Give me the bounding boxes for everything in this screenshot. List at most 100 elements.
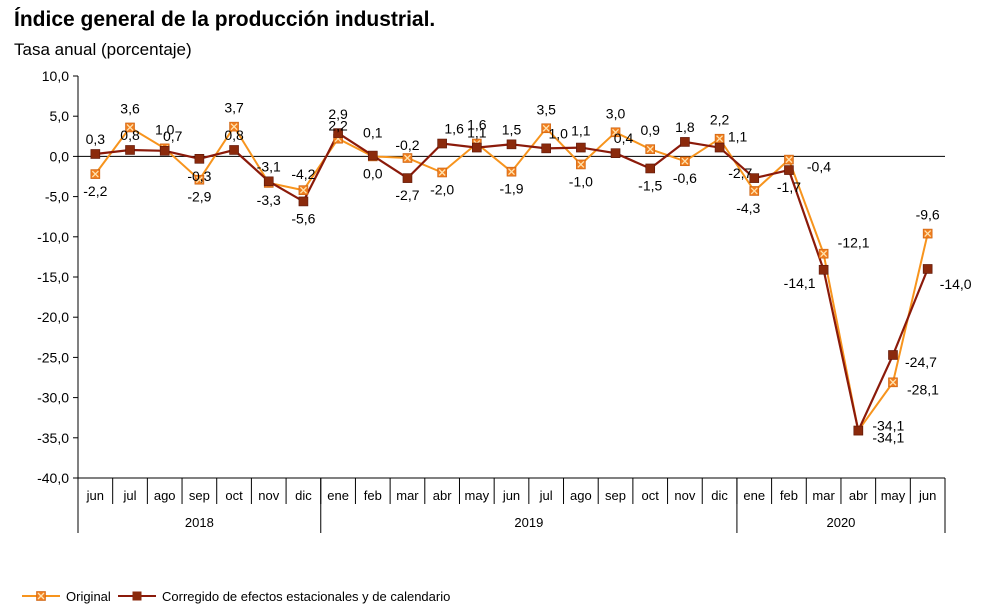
corrected-point [367, 150, 378, 161]
data-label-original: -4,2 [291, 166, 315, 182]
data-label-original: -12,1 [838, 235, 870, 251]
data-label-original: -0,4 [807, 159, 831, 175]
legend-corrected-marker [132, 591, 142, 601]
data-label-corrected: 1,0 [548, 125, 568, 141]
x-tick-label: ene [743, 488, 765, 503]
data-label-corrected: 1,5 [502, 121, 522, 137]
x-tick-label: sep [189, 488, 210, 503]
x-tick-label: nov [258, 488, 279, 503]
data-label-original: 3,6 [120, 100, 140, 116]
corrected-point [194, 154, 205, 164]
data-label-original: -3,3 [257, 192, 281, 208]
data-label-corrected: 0,4 [614, 130, 634, 146]
data-label-corrected: -0,3 [187, 168, 211, 184]
corrected-point [125, 145, 135, 155]
x-tick-label: jul [123, 488, 137, 503]
chart-title: Índice general de la producción industri… [14, 8, 436, 31]
corrected-point [333, 128, 343, 138]
data-label-corrected: -24,7 [905, 354, 937, 370]
corrected-point [229, 145, 239, 155]
original-point-cross [924, 230, 932, 238]
data-label-original: -0,6 [673, 170, 697, 186]
original-point-cross [716, 135, 724, 143]
data-label-corrected: -2,7 [728, 165, 752, 181]
data-label-corrected: 0,3 [86, 131, 106, 147]
data-label-corrected: 1,1 [467, 125, 487, 141]
x-tick-label: jun [918, 488, 936, 503]
data-label-original: 2,2 [328, 118, 348, 134]
x-tick-label: mar [812, 488, 835, 503]
x-tick-label: sep [605, 488, 626, 503]
y-tick-label: -20,0 [37, 309, 69, 325]
y-tick-label: -25,0 [37, 349, 69, 365]
data-label-corrected: 0,1 [363, 125, 383, 141]
y-tick-label: -30,0 [37, 390, 69, 406]
data-label-original: -0,2 [395, 137, 419, 153]
original-point-cross [785, 156, 793, 164]
data-label-corrected: 0,8 [120, 127, 140, 143]
x-tick-label: may [465, 488, 490, 503]
original-point-cross [438, 169, 446, 176]
corrected-point [472, 142, 482, 153]
original-point-cross [646, 145, 654, 153]
y-tick-label: 5,0 [50, 108, 70, 124]
x-tick-label: feb [364, 488, 382, 503]
data-label-original: -4,3 [736, 200, 760, 216]
data-label-original: -2,2 [83, 183, 107, 199]
data-label-original: -1,0 [569, 173, 593, 189]
corrected-point [90, 149, 101, 159]
x-tick-label: ago [570, 488, 592, 503]
corrected-point [784, 165, 794, 175]
corrected-point [853, 425, 864, 436]
original-point-cross [508, 168, 515, 176]
data-label-original: -9,6 [916, 207, 940, 223]
corrected-point [888, 350, 898, 360]
original-point-cross [404, 154, 411, 162]
x-tick-label: feb [780, 488, 798, 503]
data-label-corrected: -5,6 [291, 210, 315, 226]
corrected-point [818, 264, 829, 275]
data-label-original: 0,0 [363, 165, 383, 181]
data-label-corrected: -2,7 [395, 187, 419, 203]
legend-original-label: Original [66, 589, 111, 604]
legend-corrected-label: Corregido de efectos estacionales y de c… [162, 589, 450, 604]
data-label-original: -34,1 [872, 418, 904, 434]
y-tick-label: -15,0 [37, 269, 69, 285]
corrected-point [714, 142, 725, 153]
original-point-cross [612, 128, 619, 136]
data-label-corrected: 1,1 [728, 129, 748, 145]
data-label-original: 0,9 [640, 122, 660, 138]
original-point-cross [681, 157, 689, 165]
corrected-point [749, 173, 760, 183]
data-label-corrected: 1,8 [675, 119, 695, 135]
data-label-original: -28,1 [907, 381, 939, 397]
x-tick-label: nov [674, 488, 695, 503]
x-tick-label: abr [433, 488, 452, 503]
data-label-corrected: -14,1 [784, 275, 816, 291]
original-point-cross [577, 160, 585, 168]
y-tick-label: -5,0 [45, 189, 69, 205]
original-point-cross [542, 124, 550, 132]
corrected-point [541, 143, 551, 154]
y-tick-label: -10,0 [37, 229, 69, 245]
corrected-point [922, 264, 933, 274]
corrected-point [680, 137, 690, 147]
data-label-corrected: -14,0 [940, 276, 972, 292]
x-tick-label: jun [502, 488, 520, 503]
data-label-corrected: -34,1 [872, 430, 904, 446]
data-label-corrected: 1,6 [444, 121, 464, 137]
x-tick-label: oct [225, 488, 243, 503]
corrected-point [402, 173, 413, 183]
x-tick-label: dic [711, 488, 728, 503]
data-label-corrected: 0,7 [163, 128, 183, 144]
data-label-original: -2,9 [187, 189, 211, 205]
original-point-cross [91, 170, 99, 178]
x-tick-label: oct [642, 488, 660, 503]
data-label-original: 3,0 [606, 105, 626, 121]
original-point-cross [750, 187, 758, 195]
corrected-point [610, 148, 621, 158]
data-label-original: 3,5 [536, 101, 556, 117]
original-point-cross [195, 176, 203, 184]
data-label-corrected: -1,7 [777, 179, 801, 195]
data-label-corrected: -3,1 [257, 158, 281, 174]
